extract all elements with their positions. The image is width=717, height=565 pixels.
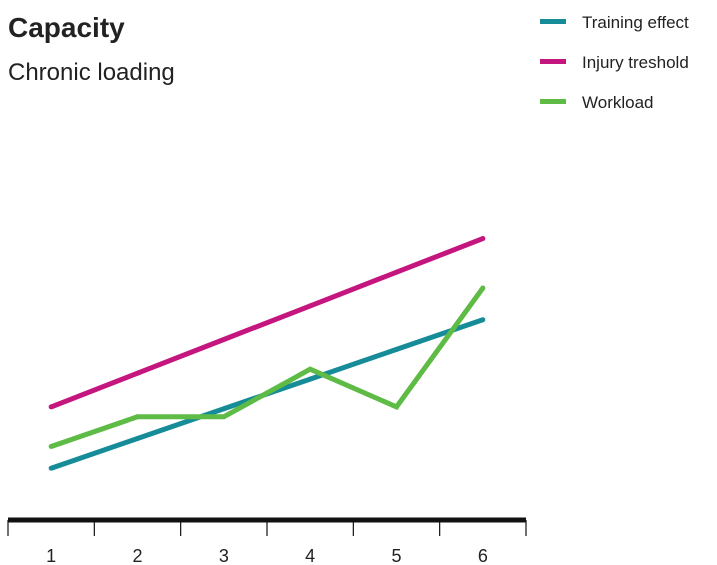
x-tick-label: 1 — [46, 546, 56, 565]
series-1 — [48, 236, 486, 410]
x-axis: 1 2 3 4 5 6 — [7, 517, 527, 565]
data-point — [307, 376, 313, 382]
x-tick-label: 4 — [305, 546, 315, 565]
series-line — [50, 286, 485, 449]
data-point — [394, 269, 399, 275]
legend-item: Workload — [540, 93, 654, 112]
data-point — [307, 303, 313, 309]
series-line — [50, 236, 484, 410]
data-point — [135, 436, 140, 442]
data-point — [48, 443, 54, 449]
data-point — [480, 285, 486, 291]
data-point — [394, 404, 399, 410]
x-tick-label: 5 — [391, 546, 401, 565]
legend-label: Workload — [582, 93, 654, 112]
data-point — [480, 236, 486, 242]
series-2 — [48, 285, 486, 449]
legend-label: Training effect — [582, 13, 689, 32]
data-point — [394, 346, 399, 352]
legend-swatch — [540, 19, 566, 24]
x-tick-label: 3 — [219, 546, 229, 565]
data-point — [48, 465, 54, 471]
data-point — [307, 366, 313, 372]
data-point — [221, 337, 227, 343]
x-tick-label: 2 — [132, 546, 142, 565]
x-tick-label: 6 — [478, 546, 488, 565]
series-layer — [48, 236, 486, 471]
data-point — [221, 406, 227, 412]
data-point — [221, 414, 227, 420]
legend-label: Injury treshold — [582, 53, 689, 72]
legend-item: Training effect — [540, 13, 689, 32]
legend-item: Injury treshold — [540, 53, 689, 72]
data-point — [135, 370, 140, 376]
legend: Training effect Injury treshold Workload — [540, 13, 689, 112]
chart-title: Capacity — [8, 12, 125, 43]
data-point — [480, 317, 486, 323]
data-point — [48, 404, 54, 410]
chart-subtitle: Chronic loading — [8, 59, 175, 86]
data-point — [135, 414, 140, 420]
legend-swatch — [540, 99, 566, 104]
legend-swatch — [540, 59, 566, 64]
